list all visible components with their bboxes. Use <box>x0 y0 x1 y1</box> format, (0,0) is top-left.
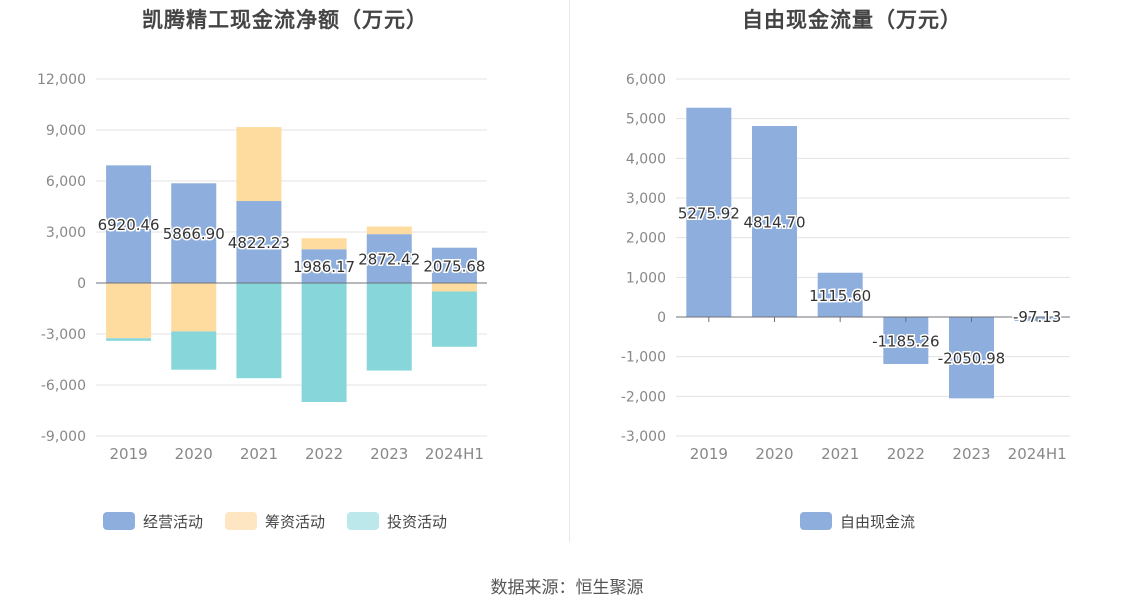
bar-筹资活动 <box>431 283 477 292</box>
y-tick-label: 0 <box>77 276 86 292</box>
x-tick-label: 2024H1 <box>1008 445 1067 463</box>
bar-经营活动 <box>106 165 152 283</box>
y-tick-label: 4,000 <box>626 151 666 167</box>
legend-label: 投资活动 <box>387 513 447 531</box>
data-label: 2075.68 <box>423 257 485 275</box>
bar-筹资活动 <box>171 283 217 332</box>
data-label: -2050.98 <box>938 350 1005 368</box>
legend-swatch <box>225 512 257 530</box>
bar-经营活动 <box>366 234 412 283</box>
x-tick-label: 2023 <box>952 445 990 463</box>
y-tick-label: 0 <box>657 310 666 326</box>
data-label: -1185.26 <box>872 333 939 351</box>
chart-title: 凯腾精工现金流净额（万元） <box>142 8 428 32</box>
cash-flow-net-chart-panel: 凯腾精工现金流净额（万元） 12,000 9,000 6,000 3,000 0 -3,0… <box>0 0 570 545</box>
x-tick-label: 2019 <box>109 445 147 463</box>
bar-自由现金流 <box>817 272 863 317</box>
y-tick-label: 3,000 <box>46 225 86 241</box>
bar-自由现金流 <box>883 317 929 365</box>
y-tick-label: -1,000 <box>621 350 666 366</box>
data-label: 4814.70 <box>743 214 805 232</box>
y-tick-label: -3,000 <box>41 327 86 343</box>
x-tick-label: 2023 <box>370 445 408 463</box>
bar-投资活动 <box>171 331 217 370</box>
cash-flow-net-chart: 12,000 9,000 6,000 3,000 0 -3,000 -6,000 -9,000… <box>37 72 487 531</box>
bar-经营活动 <box>431 247 477 283</box>
chart-title: 自由现金流量（万元） <box>742 8 962 32</box>
data-label: 6920.46 <box>98 216 160 234</box>
x-tick-label: 2022 <box>887 445 925 463</box>
bar-自由现金流 <box>752 126 797 317</box>
x-tick-label: 2020 <box>755 445 793 463</box>
y-tick-label: 6,000 <box>46 174 86 190</box>
bar-投资活动 <box>301 283 347 402</box>
bar-经营活动 <box>301 249 347 283</box>
y-tick-label: 6,000 <box>626 72 666 88</box>
y-tick-label: -2,000 <box>621 389 666 405</box>
legend-label: 经营活动 <box>143 513 203 531</box>
bar-投资活动 <box>106 338 152 341</box>
x-tick-label: 2022 <box>305 445 343 463</box>
legend-label: 筹资活动 <box>265 513 325 531</box>
free-cash-flow-chart-panel: 自由现金流量（万元） 6,000 5,000 4,000 3,000 2,000 1,00… <box>570 0 1134 545</box>
bar-筹资活动 <box>106 283 152 339</box>
legend-swatch <box>347 512 379 530</box>
data-label: 5866.90 <box>163 225 225 243</box>
y-tick-label: 12,000 <box>37 72 86 88</box>
y-tick-label: -3,000 <box>621 429 666 445</box>
data-label: 4822.23 <box>228 234 290 252</box>
x-tick-label: 2021 <box>821 445 859 463</box>
bar-经营活动 <box>171 183 217 283</box>
bar-投资活动 <box>366 283 412 371</box>
bar-自由现金流 <box>686 107 732 318</box>
free-cash-flow-chart: 6,000 5,000 4,000 3,000 2,000 1,000 0 -1,000 -2,… <box>621 72 1070 531</box>
x-tick-label: 2024H1 <box>425 445 484 463</box>
panel-divider <box>569 0 570 542</box>
bar-经营活动 <box>236 201 282 283</box>
y-tick-label: -6,000 <box>41 378 86 394</box>
data-label: 1986.17 <box>293 258 355 276</box>
data-label: 5275.92 <box>678 204 740 222</box>
bar-投资活动 <box>431 291 477 347</box>
legend-label: 自由现金流 <box>840 513 915 531</box>
data-label: 2872.42 <box>358 251 420 269</box>
legend-swatch <box>103 512 135 530</box>
bar-投资活动 <box>236 283 282 379</box>
data-source-note: 数据来源：恒生聚源 <box>490 578 644 598</box>
y-tick-label: 1,000 <box>626 270 666 286</box>
legend-swatch <box>800 512 832 530</box>
y-tick-label: 2,000 <box>626 231 666 247</box>
data-label: 1115.60 <box>809 287 871 305</box>
bar-筹资活动 <box>236 127 282 202</box>
x-tick-label: 2020 <box>175 445 213 463</box>
bar-筹资活动 <box>366 226 412 235</box>
bar-筹资活动 <box>301 238 347 250</box>
x-tick-label: 2019 <box>690 445 728 463</box>
bar-自由现金流 <box>949 317 994 399</box>
x-tick-label: 2021 <box>240 445 278 463</box>
y-tick-label: -9,000 <box>41 429 86 445</box>
data-label: -97.13 <box>1013 308 1061 326</box>
y-tick-label: 9,000 <box>46 123 86 139</box>
y-tick-label: 3,000 <box>626 191 666 207</box>
y-tick-label: 5,000 <box>626 112 666 128</box>
